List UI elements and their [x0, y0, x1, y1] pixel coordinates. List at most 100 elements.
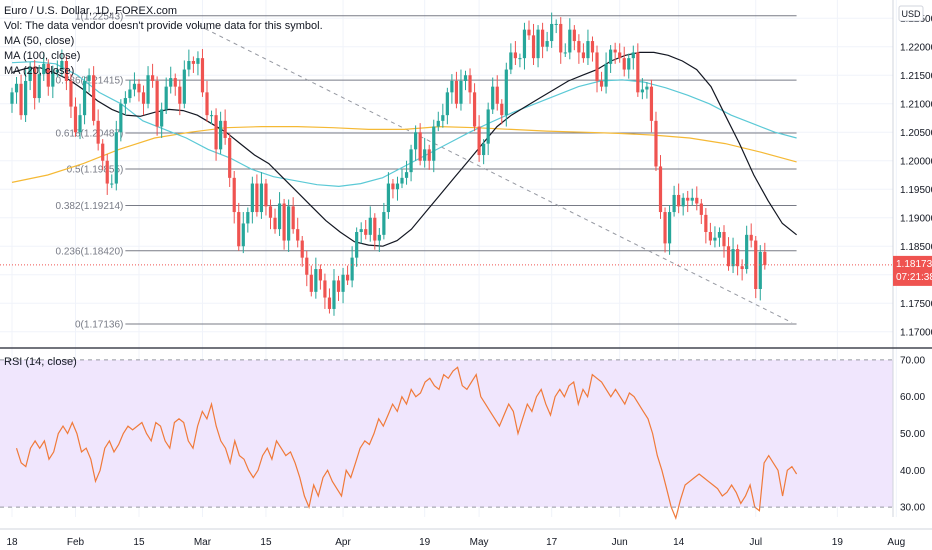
- candle-up: [14, 83, 19, 93]
- rsi-tick-label: 60.00: [900, 392, 925, 403]
- candle-down: [495, 86, 499, 104]
- candle-up: [219, 120, 223, 150]
- candle-down: [141, 92, 146, 104]
- candle-down: [581, 52, 586, 59]
- candle-up: [359, 229, 363, 232]
- price-tick-label: 1.19000: [900, 213, 932, 224]
- rsi-line: [15, 366, 798, 520]
- candle-up: [341, 274, 345, 292]
- time-tick-label: Apr: [335, 537, 351, 548]
- candle-up: [522, 29, 527, 59]
- candle-down: [282, 203, 286, 241]
- candle-up: [563, 52, 567, 54]
- candle-up: [518, 58, 522, 60]
- fib-level-label: 0.5(1.19855): [67, 165, 124, 176]
- candle-up: [441, 115, 445, 121]
- fib-level-label: 0.382(1.19214): [56, 201, 124, 212]
- rsi-tick-label: 40.00: [900, 466, 925, 477]
- candle-down: [150, 75, 155, 81]
- candle-up: [554, 23, 558, 25]
- time-tick-label: 14: [673, 537, 685, 548]
- candle-up: [355, 232, 359, 258]
- candle-up: [423, 149, 427, 161]
- time-tick-label: 15: [260, 537, 272, 548]
- candle-up: [609, 49, 613, 64]
- candles: [10, 12, 767, 316]
- candle-up: [350, 257, 354, 281]
- candle-up: [169, 78, 173, 87]
- candle-down: [708, 232, 712, 241]
- candle-up: [536, 29, 540, 59]
- candle-up: [287, 206, 291, 241]
- candle-down: [649, 86, 654, 121]
- candle-up: [209, 115, 214, 117]
- candle-down: [695, 197, 699, 204]
- candle-up: [459, 80, 463, 104]
- price-tick-label: 1.19500: [900, 185, 932, 196]
- candle-up: [645, 86, 649, 90]
- candle-up: [78, 115, 82, 133]
- volume-note: Vol: The data vendor doesn't provide vol…: [4, 20, 323, 32]
- candle-down: [178, 86, 182, 104]
- candle-up: [182, 69, 186, 104]
- candle-down: [364, 229, 368, 235]
- symbol-title[interactable]: Euro / U.S. Dollar, 1D, FOREX.com: [4, 5, 177, 17]
- price-tick-label: 1.21500: [900, 71, 932, 82]
- candle-down: [46, 63, 50, 87]
- fib-level-label: 0.618(1.20487): [56, 128, 124, 139]
- ma20-line: [11, 51, 797, 247]
- candle-down: [137, 83, 141, 93]
- candle-up: [146, 75, 150, 104]
- fib-level-label: 0(1.17136): [75, 319, 123, 330]
- candle-down: [323, 280, 327, 298]
- candle-down: [704, 214, 708, 232]
- candle-down: [500, 103, 504, 116]
- candle-up: [55, 69, 59, 73]
- rsi-tick-label: 50.00: [900, 429, 925, 440]
- candle-down: [559, 23, 563, 53]
- candle-down: [64, 61, 69, 81]
- last-price-value: 1.18173: [896, 259, 932, 270]
- candle-down: [572, 29, 576, 42]
- candle-up: [758, 251, 762, 289]
- ma100-legend[interactable]: MA (100, close): [4, 50, 81, 62]
- time-tick-label: Mar: [194, 537, 212, 548]
- price-tick-label: 1.20000: [900, 156, 932, 167]
- candle-up: [386, 183, 391, 213]
- candle-up: [486, 109, 490, 144]
- last-price-badge: [893, 255, 932, 286]
- rsi-legend[interactable]: RSI (14, close): [4, 356, 77, 368]
- time-tick-label: 18: [6, 537, 18, 548]
- candle-up: [545, 41, 549, 47]
- candle-down: [273, 217, 277, 230]
- candle-down: [305, 257, 309, 275]
- candle-down: [531, 35, 536, 59]
- candle-down: [636, 52, 640, 93]
- time-tick-label: 17: [546, 537, 558, 548]
- candle-up: [640, 89, 644, 93]
- candle-up: [82, 80, 87, 116]
- candle-up: [731, 249, 735, 267]
- candle-down: [19, 83, 23, 116]
- time-tick-label: Jul: [749, 537, 762, 548]
- ma50-legend[interactable]: MA (50, close): [4, 35, 75, 47]
- candle-up: [42, 63, 46, 75]
- candle-down: [726, 246, 731, 267]
- candle-up: [586, 41, 590, 59]
- candle-down: [622, 58, 626, 70]
- candle-down: [96, 120, 100, 144]
- candle-up: [368, 217, 372, 235]
- ma20-legend[interactable]: MA (20, close): [4, 65, 75, 77]
- candle-down: [754, 240, 758, 289]
- candle-up: [314, 269, 318, 292]
- candle-up: [377, 234, 381, 241]
- candle-down: [373, 217, 377, 241]
- fib-level-label: 0.236(1.18420): [56, 246, 124, 257]
- candle-up: [604, 63, 608, 87]
- candle-down: [155, 80, 159, 127]
- candle-up: [250, 183, 254, 213]
- candle-down: [527, 29, 531, 36]
- candle-down: [205, 92, 209, 116]
- candle-up: [164, 86, 168, 110]
- candle-up: [196, 58, 200, 64]
